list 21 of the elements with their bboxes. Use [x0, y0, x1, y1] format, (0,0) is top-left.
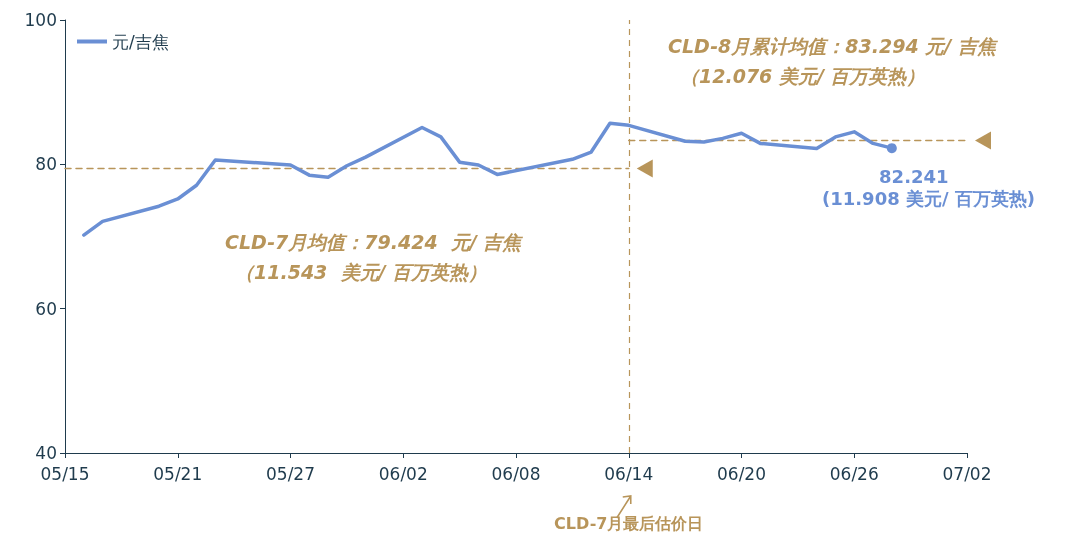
y-tick-label: 60 — [35, 298, 57, 319]
annotation: CLD-7月均值：79.424 元/ 吉焦 — [225, 230, 525, 253]
x-tick-label: 06/02 — [378, 463, 428, 484]
x-tick-label: 05/15 — [40, 463, 90, 484]
y-tick-label: 100 — [24, 10, 57, 30]
annotation: （12.076 美元/ 百万英热） — [680, 64, 926, 87]
x-tick-label: 05/27 — [266, 463, 315, 484]
x-tick-label: 07/02 — [942, 463, 992, 484]
x-tick-label: 06/08 — [491, 463, 541, 484]
y-tick-label: 40 — [35, 443, 57, 463]
y-tick-label: 80 — [35, 154, 57, 175]
annotation: （11.543 美元/ 百万英热） — [235, 260, 488, 283]
x-tick-label: 06/14 — [604, 463, 654, 484]
annotation: (11.908 美元/ 百万英热) — [822, 187, 1036, 209]
x-tick-label: 06/26 — [829, 463, 879, 484]
x-tick-label: 06/20 — [717, 463, 766, 484]
x-tick-label: 05/21 — [153, 463, 203, 484]
ref-line-label: CLD-7月最后估价日 — [554, 513, 704, 533]
data-label: 82.241 — [879, 165, 949, 187]
legend-label: 元/吉焦 — [112, 31, 169, 52]
annotation: CLD-8月累计均值：83.294 元/ 吉焦 — [668, 34, 999, 57]
